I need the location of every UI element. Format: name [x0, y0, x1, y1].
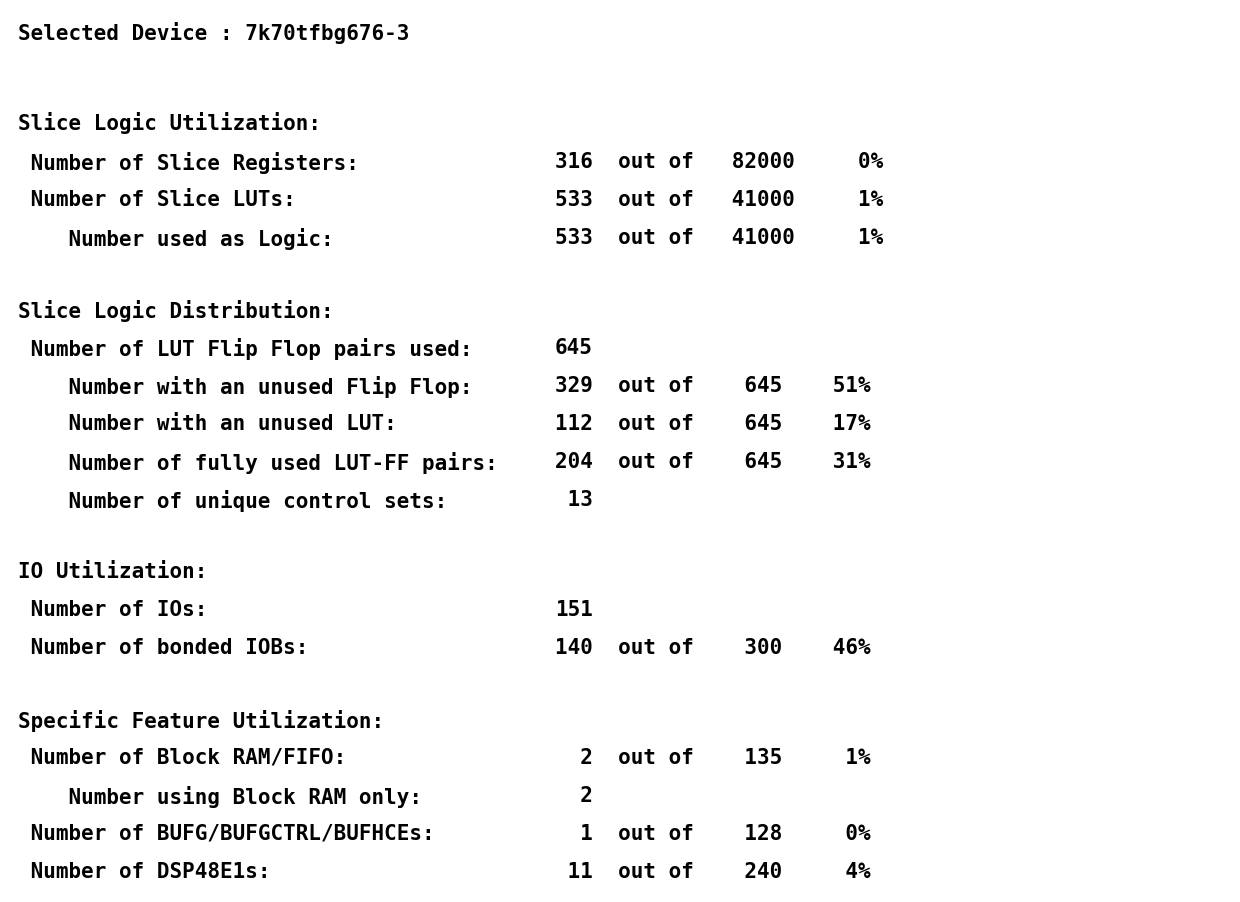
Text: Selected Device : 7k70tfbg676-3: Selected Device : 7k70tfbg676-3 — [19, 22, 409, 44]
Text: Slice Logic Distribution:: Slice Logic Distribution: — [19, 299, 334, 322]
Text: 2: 2 — [556, 785, 593, 805]
Text: 204  out of    645    31%: 204 out of 645 31% — [556, 452, 870, 472]
Text: 11  out of    240     4%: 11 out of 240 4% — [556, 861, 870, 881]
Text: IO Utilization:: IO Utilization: — [19, 561, 207, 582]
Text: Number of unique control sets:: Number of unique control sets: — [19, 490, 448, 511]
Text: 645: 645 — [556, 337, 593, 357]
Text: 13: 13 — [556, 490, 593, 510]
Text: Number of bonded IOBs:: Number of bonded IOBs: — [19, 638, 309, 658]
Text: Specific Feature Utilization:: Specific Feature Utilization: — [19, 709, 384, 732]
Text: 2  out of    135     1%: 2 out of 135 1% — [556, 747, 870, 767]
Text: Number of Block RAM/FIFO:: Number of Block RAM/FIFO: — [19, 747, 346, 767]
Text: 112  out of    645    17%: 112 out of 645 17% — [556, 413, 870, 434]
Text: Number used as Logic:: Number used as Logic: — [19, 227, 334, 250]
Text: 151: 151 — [556, 599, 593, 620]
Text: Number of IOs:: Number of IOs: — [19, 599, 207, 620]
Text: Number of DSP48E1s:: Number of DSP48E1s: — [19, 861, 270, 881]
Text: 533  out of   41000     1%: 533 out of 41000 1% — [556, 189, 883, 210]
Text: Number of fully used LUT-FF pairs:: Number of fully used LUT-FF pairs: — [19, 452, 497, 474]
Text: Number of BUFG/BUFGCTRL/BUFHCEs:: Number of BUFG/BUFGCTRL/BUFHCEs: — [19, 824, 435, 843]
Text: 316  out of   82000     0%: 316 out of 82000 0% — [556, 152, 883, 171]
Text: Slice Logic Utilization:: Slice Logic Utilization: — [19, 112, 321, 133]
Text: Number of Slice Registers:: Number of Slice Registers: — [19, 152, 358, 174]
Text: Number with an unused LUT:: Number with an unused LUT: — [19, 413, 397, 434]
Text: Number with an unused Flip Flop:: Number with an unused Flip Flop: — [19, 375, 472, 398]
Text: 533  out of   41000     1%: 533 out of 41000 1% — [556, 227, 883, 248]
Text: Number of LUT Flip Flop pairs used:: Number of LUT Flip Flop pairs used: — [19, 337, 472, 360]
Text: 140  out of    300    46%: 140 out of 300 46% — [556, 638, 870, 658]
Text: 1  out of    128     0%: 1 out of 128 0% — [556, 824, 870, 843]
Text: Number of Slice LUTs:: Number of Slice LUTs: — [19, 189, 296, 210]
Text: 329  out of    645    51%: 329 out of 645 51% — [556, 375, 870, 396]
Text: Number using Block RAM only:: Number using Block RAM only: — [19, 785, 422, 807]
